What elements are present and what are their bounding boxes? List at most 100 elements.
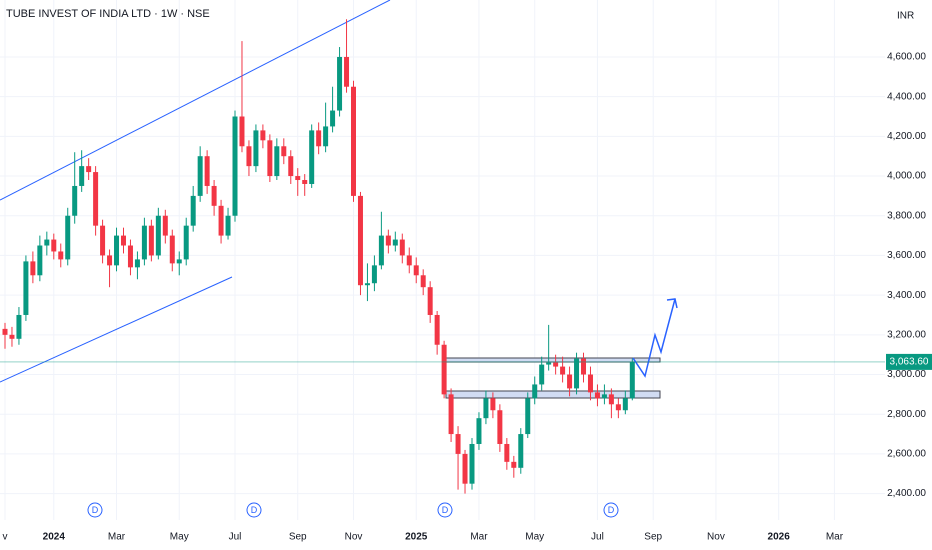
candle-body bbox=[560, 366, 566, 375]
candle-body bbox=[204, 156, 210, 186]
candle-body bbox=[51, 239, 57, 252]
dividend-label: D bbox=[442, 505, 449, 515]
x-tick-label: Sep bbox=[644, 532, 662, 543]
candle-body bbox=[587, 374, 593, 393]
x-tick-label: Mar bbox=[826, 532, 844, 543]
candle-body bbox=[581, 358, 587, 375]
candle-body bbox=[218, 205, 224, 236]
candle-body bbox=[169, 235, 175, 264]
chart-title: TUBE INVEST OF INDIA LTD · 1W · NSE bbox=[6, 8, 210, 20]
y-tick-label: 3,600.00 bbox=[887, 250, 926, 261]
candle-body bbox=[302, 180, 308, 184]
candle-body bbox=[448, 394, 454, 435]
channel-upper bbox=[0, 0, 391, 201]
candle-body bbox=[420, 275, 426, 288]
candle-body bbox=[434, 314, 440, 345]
candle-body bbox=[65, 215, 71, 260]
candle-body bbox=[9, 334, 15, 339]
x-tick-label: v bbox=[3, 532, 8, 543]
candle-body bbox=[504, 443, 510, 462]
candle-body bbox=[72, 185, 78, 216]
candle-body bbox=[385, 235, 391, 246]
candle-body bbox=[288, 156, 294, 177]
candle-body bbox=[316, 130, 322, 147]
candle-body bbox=[148, 225, 154, 256]
resistance-zone bbox=[445, 357, 661, 363]
candle-body bbox=[114, 235, 120, 266]
candle-body bbox=[141, 225, 147, 260]
x-tick-label: Nov bbox=[345, 532, 363, 543]
candle-body bbox=[399, 239, 405, 256]
candle-body bbox=[225, 215, 231, 236]
dividend-marker bbox=[87, 502, 103, 518]
x-tick-label: 2025 bbox=[405, 532, 428, 543]
candle-body bbox=[107, 255, 113, 266]
candle-body bbox=[155, 215, 161, 256]
dividend-label: D bbox=[92, 505, 99, 515]
y-tick-label: 2,400.00 bbox=[887, 488, 926, 499]
candle-body bbox=[330, 110, 336, 127]
y-tick-label: 3,000.00 bbox=[887, 369, 926, 380]
x-tick-label: May bbox=[170, 532, 189, 543]
candle-body bbox=[2, 328, 8, 335]
arrow-head bbox=[666, 298, 678, 309]
candle-body bbox=[30, 261, 36, 276]
candle-body bbox=[260, 130, 266, 141]
candle-body bbox=[427, 287, 433, 315]
candle-body bbox=[197, 156, 203, 196]
y-tick-label: 3,200.00 bbox=[887, 329, 926, 340]
candle-body bbox=[511, 461, 517, 468]
candle-body bbox=[532, 384, 538, 399]
candle-body bbox=[79, 166, 85, 186]
candle-body bbox=[594, 392, 600, 399]
candle-body bbox=[615, 404, 621, 411]
candle-body bbox=[546, 362, 552, 365]
candle-body bbox=[371, 265, 377, 284]
dividend-label: D bbox=[608, 505, 615, 515]
candle-body bbox=[211, 185, 217, 206]
support-zone bbox=[445, 390, 661, 399]
last-price-tag bbox=[886, 353, 932, 370]
candle-body bbox=[483, 398, 489, 419]
candle-body bbox=[323, 126, 329, 147]
dividend-marker bbox=[603, 502, 619, 518]
candles bbox=[2, 19, 635, 494]
candle-body bbox=[518, 434, 524, 468]
candle-body bbox=[567, 374, 573, 389]
candle-body bbox=[490, 398, 496, 411]
candle-body bbox=[86, 166, 92, 173]
y-tick-label: 2,600.00 bbox=[887, 449, 926, 460]
candle-body bbox=[162, 215, 168, 236]
candle-body bbox=[441, 344, 447, 395]
candle-body bbox=[476, 418, 482, 444]
candle-body bbox=[497, 410, 503, 444]
y-tick-label: 3,400.00 bbox=[887, 290, 926, 301]
y-tick-label: 4,000.00 bbox=[887, 171, 926, 182]
candle-body bbox=[392, 239, 398, 246]
candle-body bbox=[462, 453, 468, 484]
candle-body bbox=[246, 146, 252, 167]
x-tick-label: 2024 bbox=[43, 532, 66, 543]
dividend-marker bbox=[437, 502, 453, 518]
candle-body bbox=[357, 195, 363, 286]
last-price-label: 3,063.60 bbox=[890, 357, 929, 368]
candle-body bbox=[337, 56, 343, 111]
y-tick-label: 4,600.00 bbox=[887, 52, 926, 63]
candle-body bbox=[413, 265, 419, 276]
candle-body bbox=[120, 235, 126, 246]
dividend-marker bbox=[246, 502, 262, 518]
candle-body bbox=[274, 146, 280, 177]
candle-body bbox=[622, 398, 628, 411]
candle-body bbox=[37, 245, 43, 276]
candle-body bbox=[134, 259, 140, 268]
candle-body bbox=[295, 176, 301, 181]
y-tick-label: 2,800.00 bbox=[887, 409, 926, 420]
candle-body bbox=[378, 235, 384, 266]
y-tick-label: 4,200.00 bbox=[887, 131, 926, 142]
candle-body bbox=[629, 361, 635, 399]
candle-body bbox=[344, 56, 350, 87]
candle-body bbox=[176, 259, 182, 264]
candle-body bbox=[58, 251, 64, 260]
y-tick-label: 4,400.00 bbox=[887, 91, 926, 102]
candle-body bbox=[601, 394, 607, 399]
